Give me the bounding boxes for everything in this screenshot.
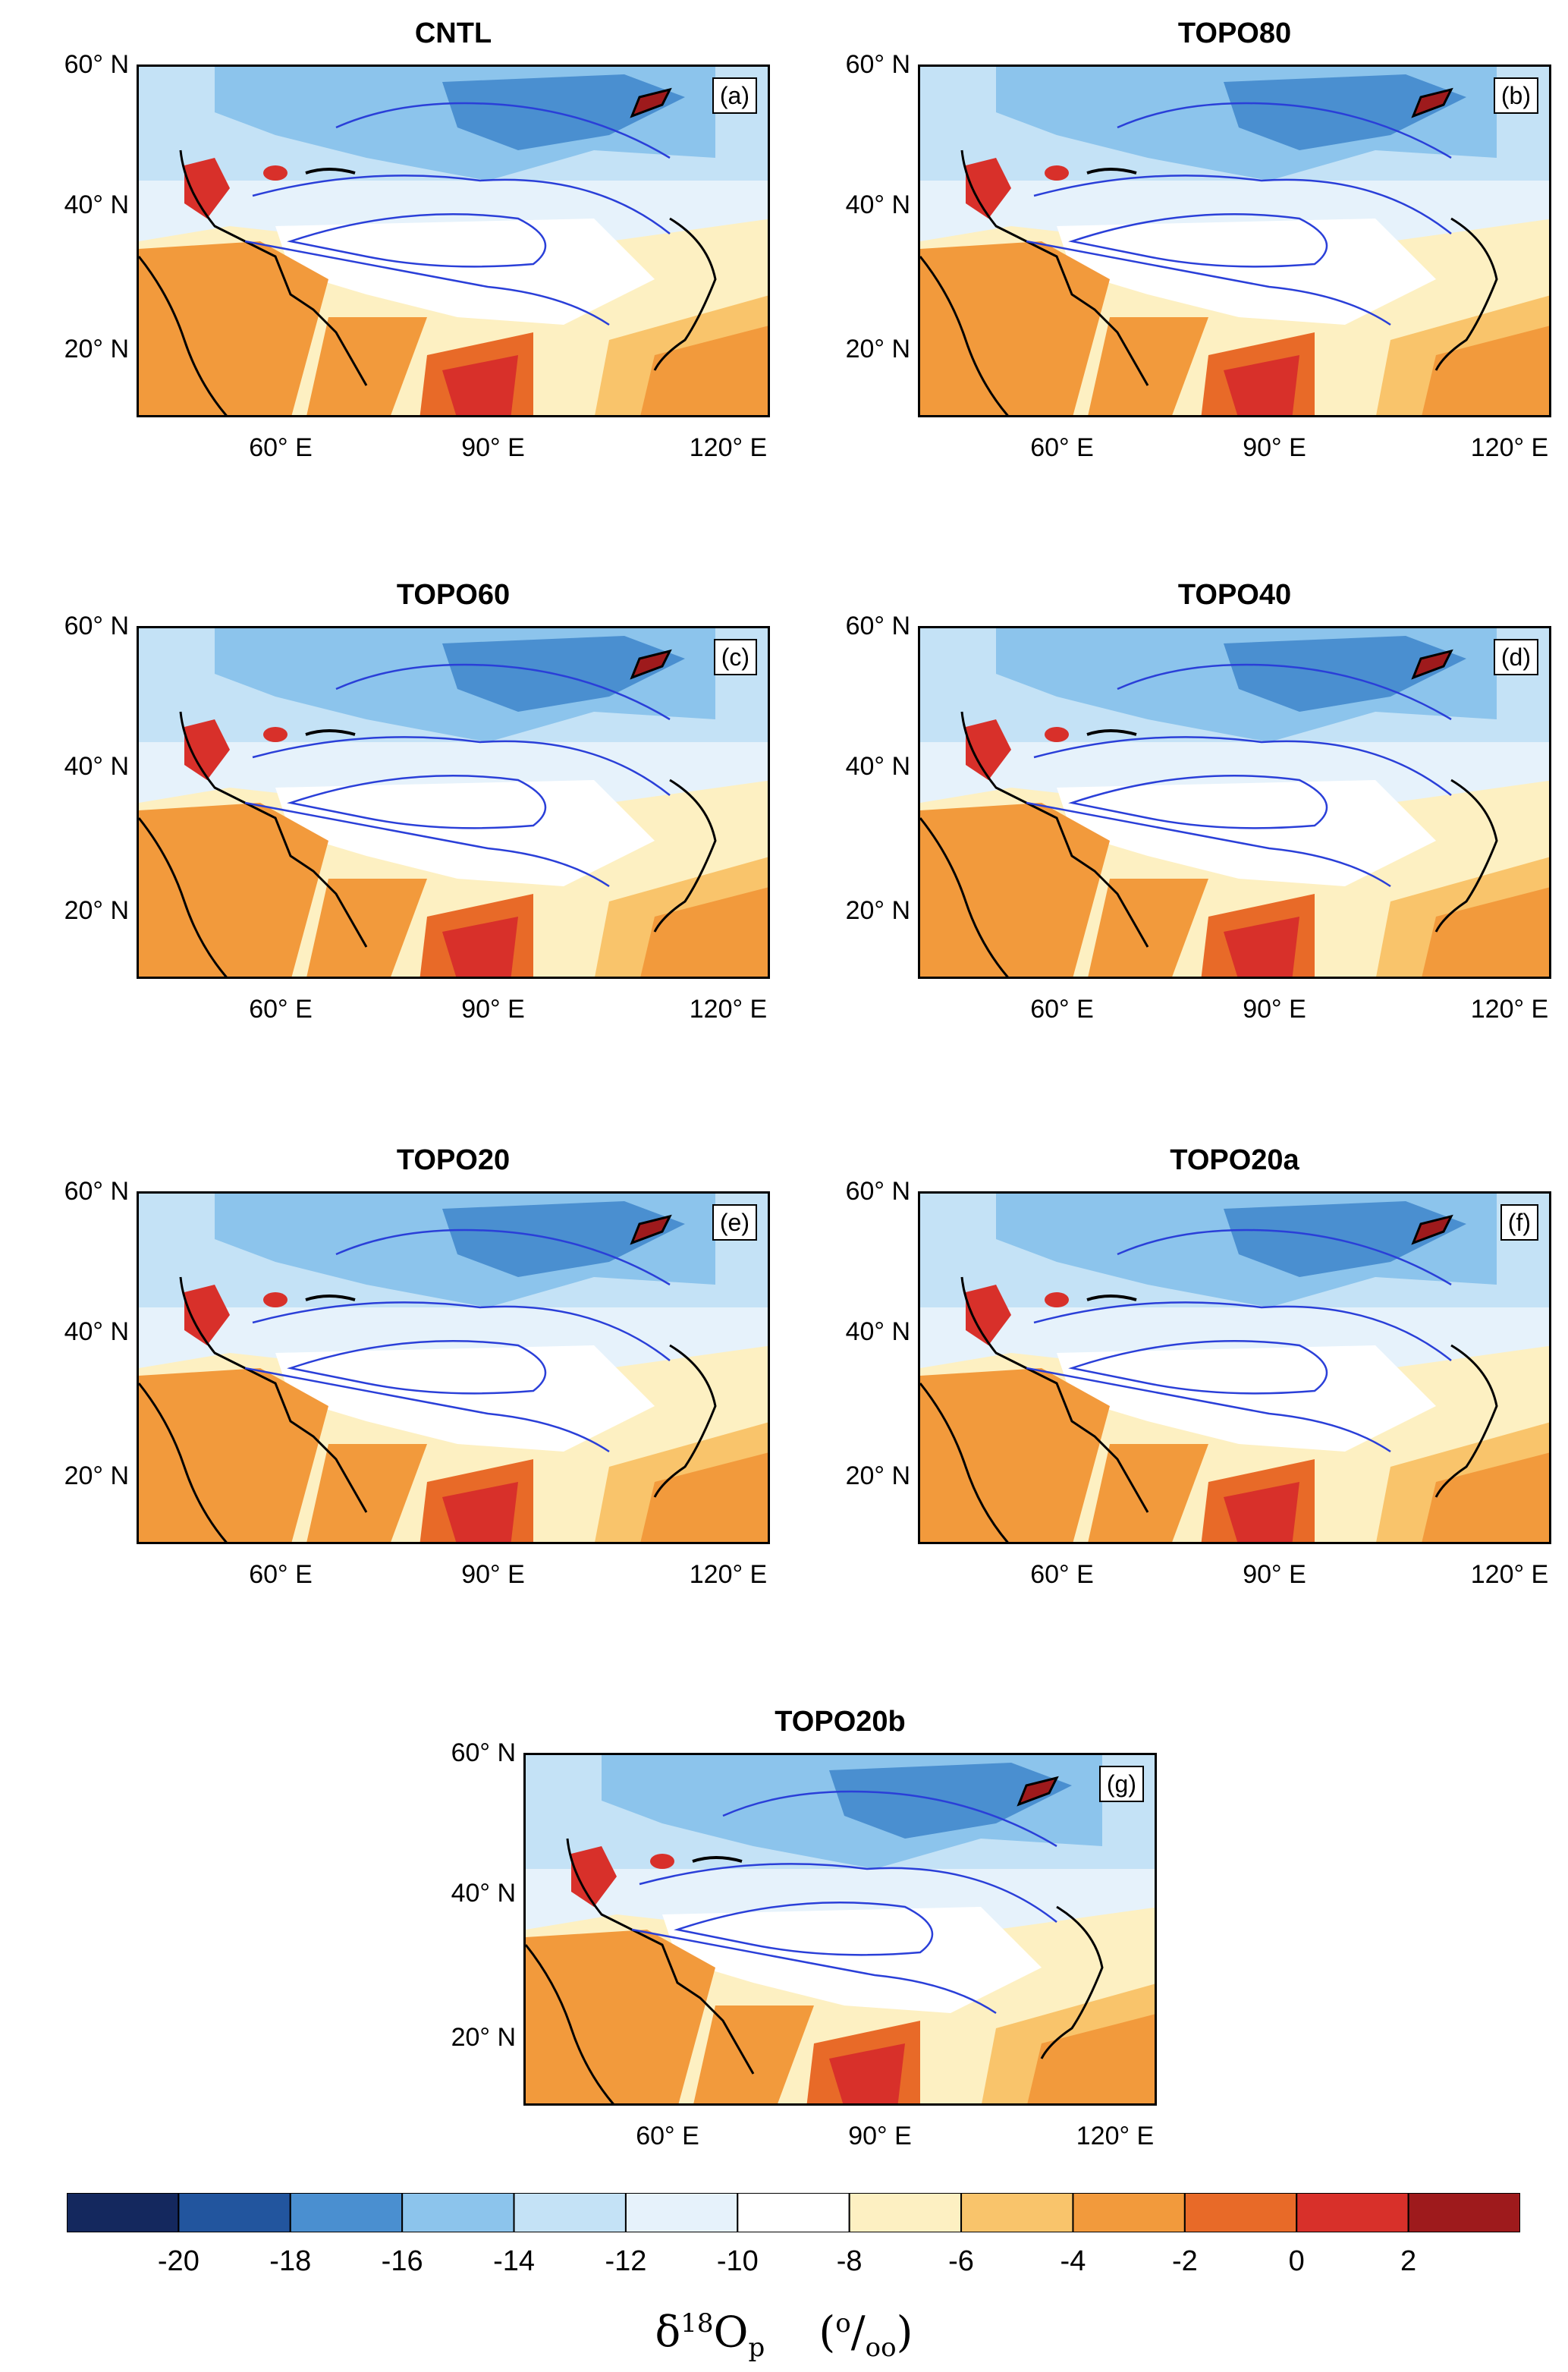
map-area: (a) <box>137 64 770 417</box>
longitude-tick-label: 90° E <box>1243 995 1306 1024</box>
longitude-tick-label: 120° E <box>1470 995 1549 1024</box>
colorbar-swatch <box>848 2193 963 2232</box>
colorbar-swatch <box>401 2193 515 2232</box>
latitude-tick-label: 20° N <box>64 1461 129 1490</box>
latitude-tick-label: 20° N <box>64 335 129 363</box>
colorbar-swatch <box>1407 2193 1520 2232</box>
panel-d: TOPO40 (d) 60° N 40° N 20° N 60° E 90° E 120° … <box>797 562 1555 1077</box>
longitude-tick-label: 90° E <box>1243 1560 1306 1589</box>
longitude-tick-label: 60° E <box>1030 1560 1094 1589</box>
longitude-tick-label: 60° E <box>249 433 313 462</box>
colorbar-swatch <box>737 2193 850 2232</box>
colorbar-swatch <box>1072 2193 1186 2232</box>
panel-letter-label: (e) <box>712 1204 757 1241</box>
colorbar-swatch <box>67 2193 180 2232</box>
longitude-tick-label: 60° E <box>249 995 313 1024</box>
latitude-tick-label: 20° N <box>845 896 910 925</box>
panel-title: TOPO20 <box>396 1144 511 1176</box>
colorbar-swatch <box>289 2193 404 2232</box>
latitude-tick-label: 60° N <box>64 612 129 640</box>
colorbar-tick-label: -4 <box>1060 2245 1086 2277</box>
colorbar-tick-label: -18 <box>269 2245 312 2277</box>
longitude-tick-label: 60° E <box>1030 995 1094 1024</box>
latitude-tick-label: 20° N <box>845 335 910 363</box>
latitude-tick-label: 40° N <box>64 190 129 219</box>
longitude-tick-label: 60° E <box>636 2122 699 2150</box>
longitude-tick-label: 120° E <box>1076 2122 1155 2150</box>
colorbar-label: δ18Op (o/oo) <box>655 2308 913 2363</box>
latitude-tick-label: 60° N <box>845 612 910 640</box>
colorbar-tick-label: -14 <box>493 2245 535 2277</box>
panel-e: TOPO20 (e) 60° N 40° N 20° N 60° E 90° E 120° … <box>15 1127 774 1643</box>
panel-title: TOPO40 <box>1177 579 1292 611</box>
colorbar-swatch <box>960 2193 1074 2232</box>
panel-title: CNTL <box>414 17 492 49</box>
colorbar-swatch <box>1183 2193 1298 2232</box>
panel-letter-label: (b) <box>1493 77 1538 114</box>
longitude-tick-label: 120° E <box>1470 1560 1549 1589</box>
colorbar-tick-label: -12 <box>605 2245 647 2277</box>
panel-title: TOPO20a <box>1170 1144 1299 1176</box>
longitude-tick-label: 120° E <box>689 995 768 1024</box>
longitude-tick-label: 90° E <box>1243 433 1306 462</box>
latitude-tick-label: 40° N <box>64 1317 129 1346</box>
panel-a: CNTL (a) 60° N 40° N 20° N 60° E 90° E 120° E <box>15 0 774 516</box>
map-area: (b) <box>918 64 1551 417</box>
colorbar-tick-label: -2 <box>1171 2245 1198 2277</box>
latitude-tick-label: 60° N <box>451 1738 516 1767</box>
colorbar <box>67 2193 1520 2232</box>
panel-letter-label: (a) <box>712 77 757 114</box>
latitude-tick-label: 60° N <box>845 50 910 79</box>
panel-f: TOPO20a (f) 60° N 40° N 20° N 60° E 90° E 120°… <box>797 1127 1555 1643</box>
panel-c: TOPO60 (c) 60° N 40° N 20° N 60° E 90° E 120° … <box>15 562 774 1077</box>
colorbar-tick-label: 0 <box>1288 2245 1305 2277</box>
latitude-tick-label: 40° N <box>845 752 910 781</box>
longitude-tick-label: 90° E <box>461 433 525 462</box>
colorbar-swatch <box>1296 2193 1409 2232</box>
colorbar-tick-label: -8 <box>836 2245 863 2277</box>
colorbar-tick-label: -20 <box>157 2245 200 2277</box>
longitude-tick-label: 120° E <box>689 433 768 462</box>
map-area: (g) <box>523 1753 1157 2106</box>
longitude-tick-label: 120° E <box>689 1560 768 1589</box>
latitude-tick-label: 20° N <box>451 2023 516 2052</box>
panel-title: TOPO80 <box>1177 17 1292 49</box>
longitude-tick-label: 60° E <box>249 1560 313 1589</box>
longitude-tick-label: 90° E <box>461 1560 525 1589</box>
latitude-tick-label: 40° N <box>845 1317 910 1346</box>
colorbar-swatch <box>513 2193 627 2232</box>
panel-letter-label: (c) <box>713 639 757 675</box>
map-area: (e) <box>137 1191 770 1544</box>
longitude-tick-label: 90° E <box>848 2122 912 2150</box>
latitude-tick-label: 20° N <box>845 1461 910 1490</box>
panel-b: TOPO80 (b) 60° N 40° N 20° N 60° E 90° E 120° … <box>797 0 1555 516</box>
latitude-tick-label: 20° N <box>64 896 129 925</box>
panel-g: TOPO20b (g) 60° N 40° N 20° N 60° E 90° E 120°… <box>402 1688 1161 2204</box>
map-area: (d) <box>918 626 1551 979</box>
latitude-tick-label: 60° N <box>64 1177 129 1206</box>
latitude-tick-label: 40° N <box>64 752 129 781</box>
map-area: (f) <box>918 1191 1551 1544</box>
latitude-tick-label: 60° N <box>64 50 129 79</box>
longitude-tick-label: 90° E <box>461 995 525 1024</box>
panel-letter-label: (d) <box>1493 639 1538 675</box>
longitude-tick-label: 120° E <box>1470 433 1549 462</box>
panel-title: TOPO60 <box>396 579 511 611</box>
panel-letter-label: (f) <box>1500 1204 1538 1241</box>
colorbar-swatch <box>624 2193 739 2232</box>
latitude-tick-label: 40° N <box>451 1879 516 1908</box>
panel-title: TOPO20b <box>775 1706 906 1738</box>
colorbar-swatch <box>178 2193 291 2232</box>
latitude-tick-label: 40° N <box>845 190 910 219</box>
latitude-tick-label: 60° N <box>845 1177 910 1206</box>
colorbar-tick-label: -6 <box>948 2245 974 2277</box>
colorbar-tick-label: -16 <box>381 2245 423 2277</box>
colorbar-tick-label: 2 <box>1400 2245 1417 2277</box>
colorbar-tick-label: -10 <box>716 2245 759 2277</box>
panel-letter-label: (g) <box>1098 1766 1144 1802</box>
longitude-tick-label: 60° E <box>1030 433 1094 462</box>
map-area: (c) <box>137 626 770 979</box>
